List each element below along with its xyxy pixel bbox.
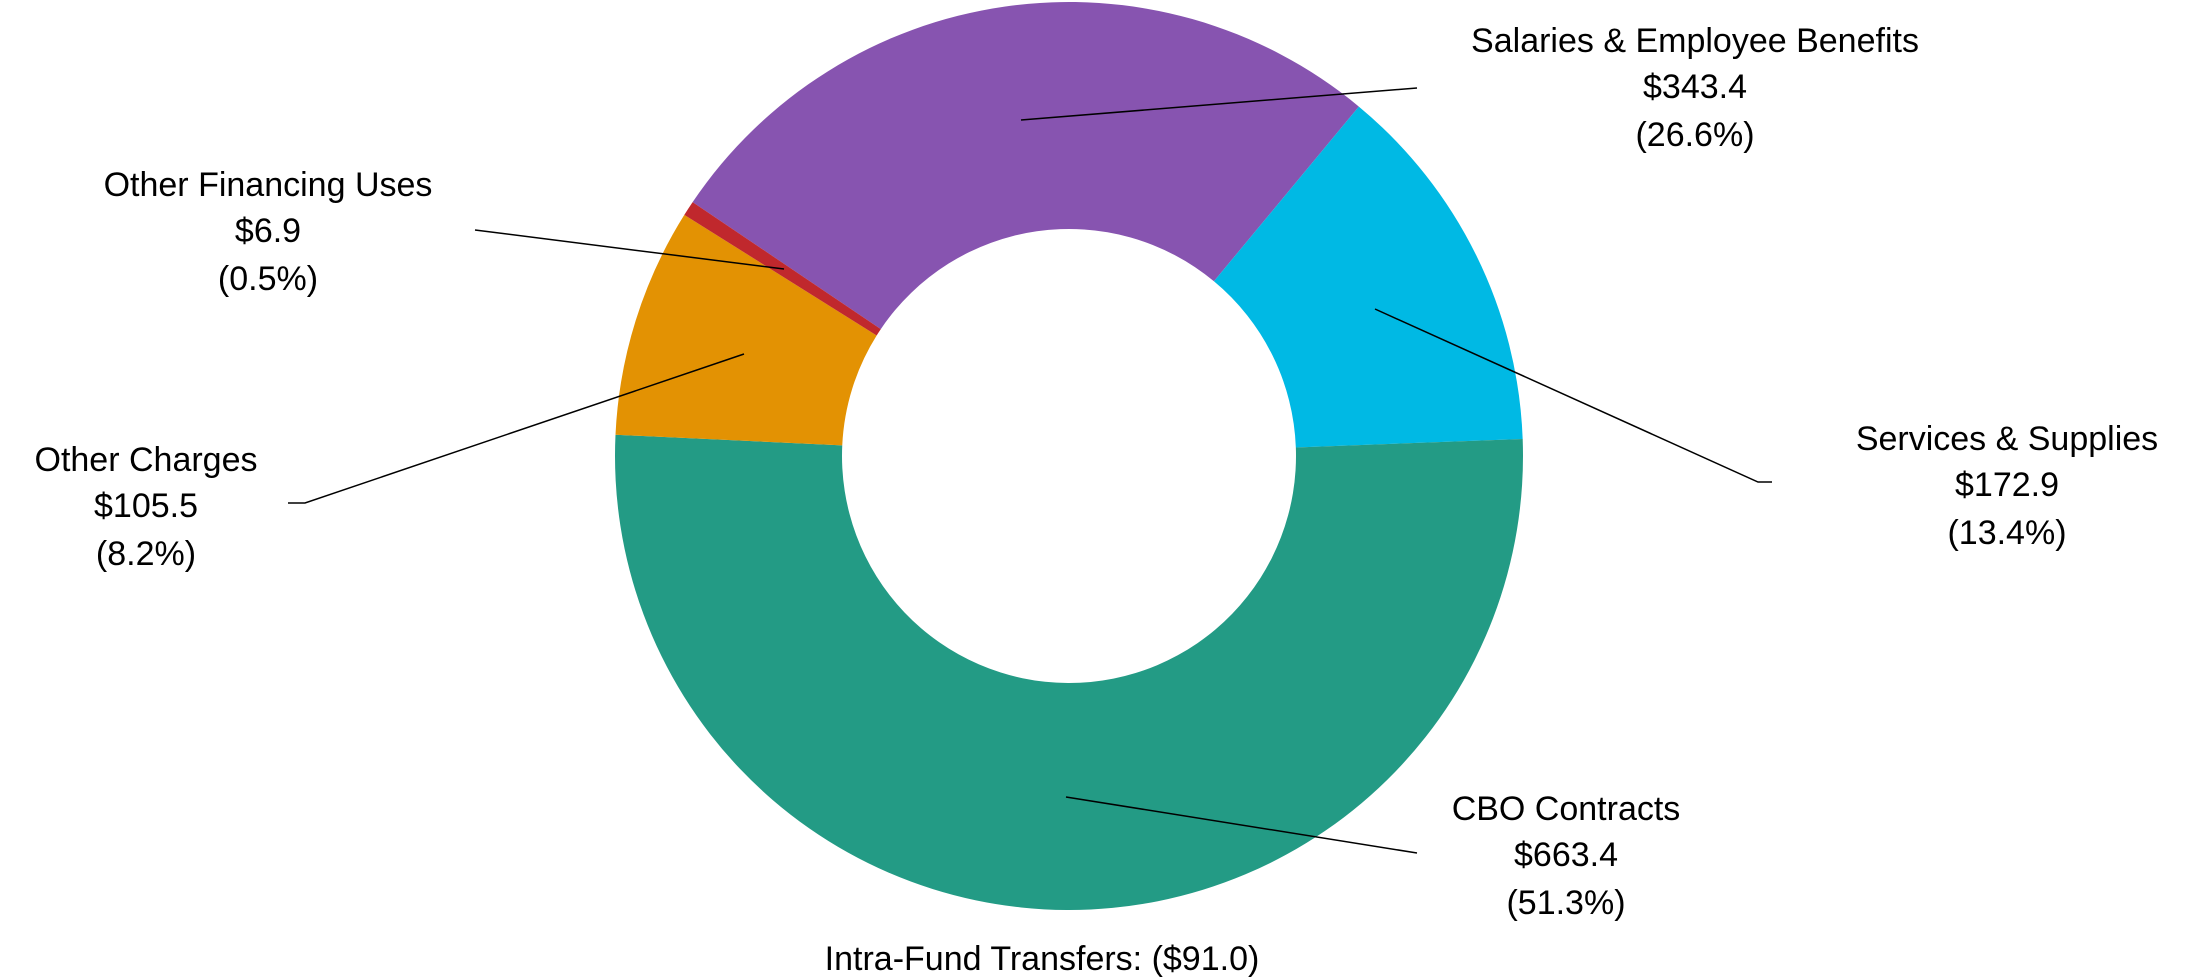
slice-label: Salaries & Employee Benefits — [1471, 22, 1919, 60]
value-label: $343.4 — [1643, 68, 1747, 106]
slice-label: Other Charges — [35, 441, 258, 479]
value-label: $172.9 — [1955, 466, 2059, 504]
donut — [615, 2, 1523, 911]
donut-slice — [615, 434, 1523, 911]
value-label: $663.4 — [1514, 836, 1618, 874]
donut-slice — [692, 2, 1359, 330]
annotation: Intra-Fund Transfers: ($91.0) — [825, 940, 1260, 977]
value-label: $105.5 — [94, 487, 198, 525]
donut-slice — [1213, 106, 1523, 448]
share-label: (51.3%) — [1506, 884, 1625, 922]
share-label: (13.4%) — [1947, 514, 2066, 552]
share-label: (8.2%) — [96, 535, 196, 573]
leader-line — [1065, 796, 1418, 854]
leader-line — [1374, 308, 1772, 483]
share-label: (0.5%) — [218, 260, 318, 298]
leader-line — [288, 353, 745, 504]
slice-label: Services & Supplies — [1856, 420, 2158, 458]
slice-label: Other Financing Uses — [104, 166, 433, 204]
leader-line — [474, 229, 785, 270]
donut-slice — [615, 214, 877, 446]
value-label: $6.9 — [235, 212, 301, 250]
share-label: (26.6%) — [1635, 116, 1754, 154]
slice-label: CBO Contracts — [1452, 790, 1681, 828]
leader-line — [1020, 87, 1418, 121]
